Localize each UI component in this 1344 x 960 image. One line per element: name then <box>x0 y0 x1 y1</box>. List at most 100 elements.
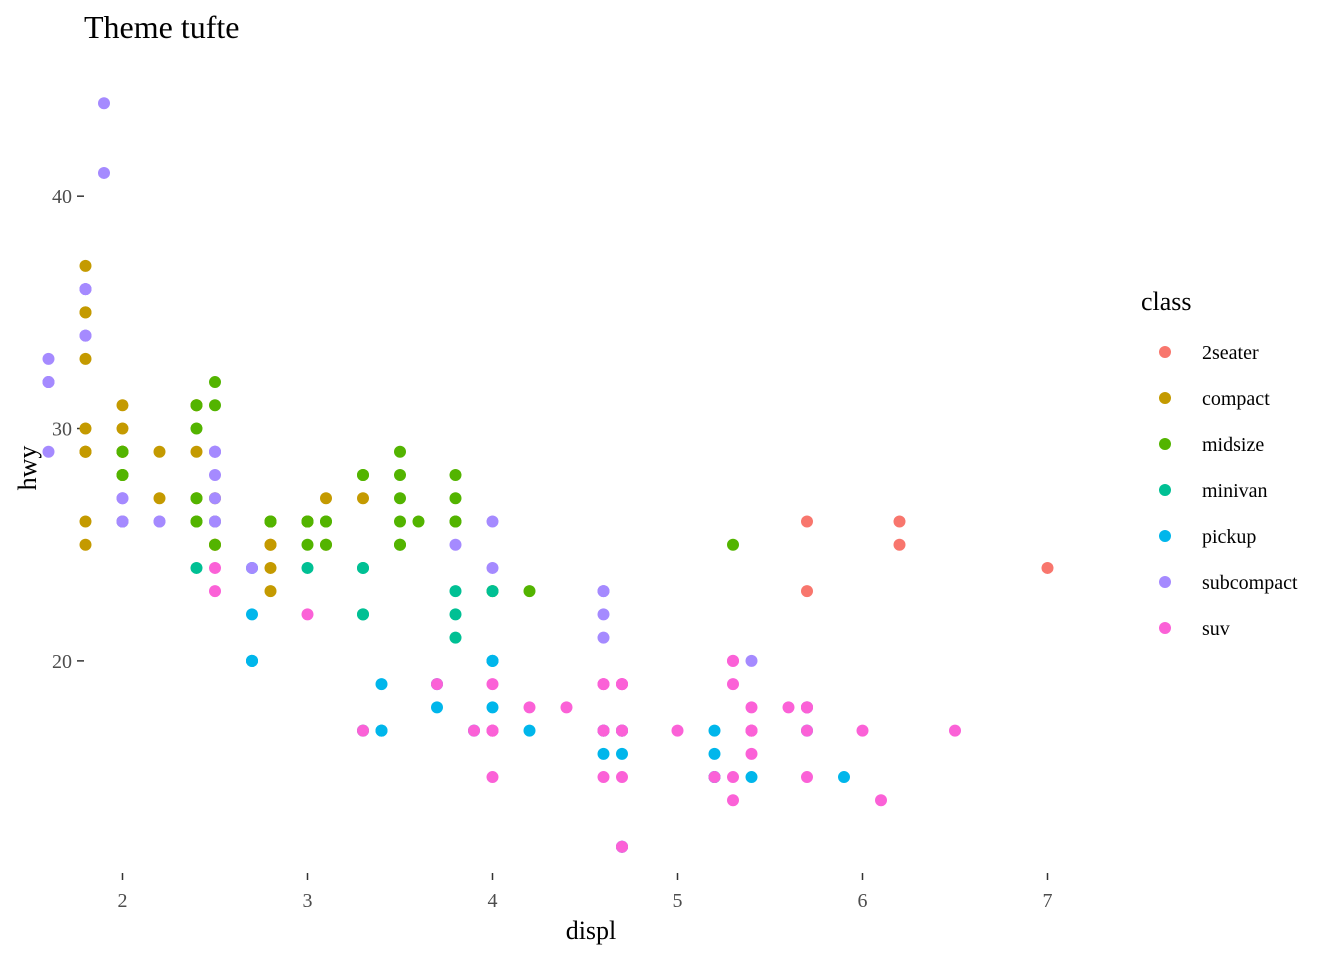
legend-key-pickup <box>1159 530 1171 542</box>
point-minivan <box>449 631 462 644</box>
point-midsize <box>209 538 221 551</box>
point-midsize <box>449 492 462 505</box>
point-suv <box>616 678 628 691</box>
point-minivan <box>449 585 462 598</box>
y-tick-label: 20 <box>52 651 72 673</box>
legend-key-midsize <box>1159 438 1171 450</box>
legend-key-minivan <box>1159 484 1171 496</box>
point-compact <box>264 561 277 574</box>
point-subcompact <box>79 283 92 296</box>
point-midsize <box>190 422 203 435</box>
point-suv <box>745 701 758 714</box>
point-suv <box>801 771 813 784</box>
point-subcompact <box>98 97 110 110</box>
point-midsize <box>449 515 462 528</box>
legend-key-2seater <box>1159 346 1171 358</box>
point-midsize <box>412 515 425 528</box>
point-compact <box>357 492 369 505</box>
point-pickup <box>486 701 499 714</box>
point-suv <box>431 678 443 691</box>
point-suv <box>597 678 610 691</box>
point-2seater <box>801 515 813 528</box>
point-minivan <box>357 608 369 621</box>
point-subcompact <box>209 492 221 505</box>
point-suv <box>727 654 739 667</box>
point-subcompact <box>449 538 462 551</box>
legend-label-compact: compact <box>1202 388 1270 410</box>
point-suv <box>782 701 795 714</box>
point-suv <box>357 724 369 737</box>
point-midsize <box>190 515 203 528</box>
point-subcompact <box>597 631 610 644</box>
legend-label-subcompact: subcompact <box>1202 572 1298 594</box>
point-suv <box>801 701 813 714</box>
point-midsize <box>116 469 129 481</box>
point-midsize <box>357 469 369 481</box>
legend-label-midsize: midsize <box>1202 434 1264 456</box>
point-compact <box>116 422 129 435</box>
legend-key-subcompact <box>1159 576 1171 588</box>
point-suv <box>486 771 499 784</box>
point-minivan <box>486 585 499 598</box>
point-compact <box>190 445 203 458</box>
point-midsize <box>209 376 221 389</box>
point-pickup <box>246 654 258 667</box>
point-suv <box>560 701 573 714</box>
point-suv <box>209 585 221 598</box>
point-compact <box>79 259 92 272</box>
point-suv <box>616 840 628 853</box>
point-suv <box>616 724 628 737</box>
point-2seater <box>893 515 906 528</box>
point-pickup <box>523 724 536 737</box>
point-compact <box>264 538 277 551</box>
point-minivan <box>449 608 462 621</box>
point-midsize <box>301 515 314 528</box>
point-midsize <box>116 445 129 458</box>
point-suv <box>486 678 499 691</box>
point-midsize <box>394 515 406 528</box>
point-suv <box>727 678 739 691</box>
point-midsize <box>190 399 203 412</box>
point-subcompact <box>116 492 129 505</box>
point-suv <box>301 608 314 621</box>
point-subcompact <box>209 515 221 528</box>
point-suv <box>616 771 628 784</box>
y-axis-label: hwy <box>13 446 42 491</box>
x-tick-label: 4 <box>488 890 498 912</box>
point-subcompact <box>486 515 499 528</box>
point-midsize <box>301 538 314 551</box>
point-suv <box>875 794 887 807</box>
legend-key-compact <box>1159 392 1171 404</box>
point-suv <box>727 794 739 807</box>
point-pickup <box>375 678 388 691</box>
point-pickup <box>246 608 258 621</box>
legend-key-suv <box>1159 622 1171 634</box>
point-suv <box>727 771 739 784</box>
point-midsize <box>523 585 536 598</box>
x-tick-label: 3 <box>303 890 313 912</box>
x-tick-label: 7 <box>1043 890 1053 912</box>
point-suv <box>708 771 721 784</box>
point-pickup <box>375 724 388 737</box>
point-subcompact <box>153 515 166 528</box>
x-tick-label: 2 <box>118 890 128 912</box>
point-suv <box>468 724 480 737</box>
x-tick-label: 5 <box>673 890 683 912</box>
plot-points <box>42 97 1054 853</box>
x-tick-label: 6 <box>858 890 868 912</box>
point-pickup <box>431 701 443 714</box>
point-compact <box>79 352 92 365</box>
point-compact <box>153 445 166 458</box>
point-midsize <box>449 469 462 481</box>
point-pickup <box>745 771 758 784</box>
point-midsize <box>727 538 739 551</box>
point-suv <box>745 724 758 737</box>
point-midsize <box>209 399 221 412</box>
point-subcompact <box>116 515 129 528</box>
point-subcompact <box>209 469 221 481</box>
point-subcompact <box>209 445 221 458</box>
point-suv <box>486 724 499 737</box>
point-subcompact <box>246 561 258 574</box>
point-compact <box>320 492 332 505</box>
